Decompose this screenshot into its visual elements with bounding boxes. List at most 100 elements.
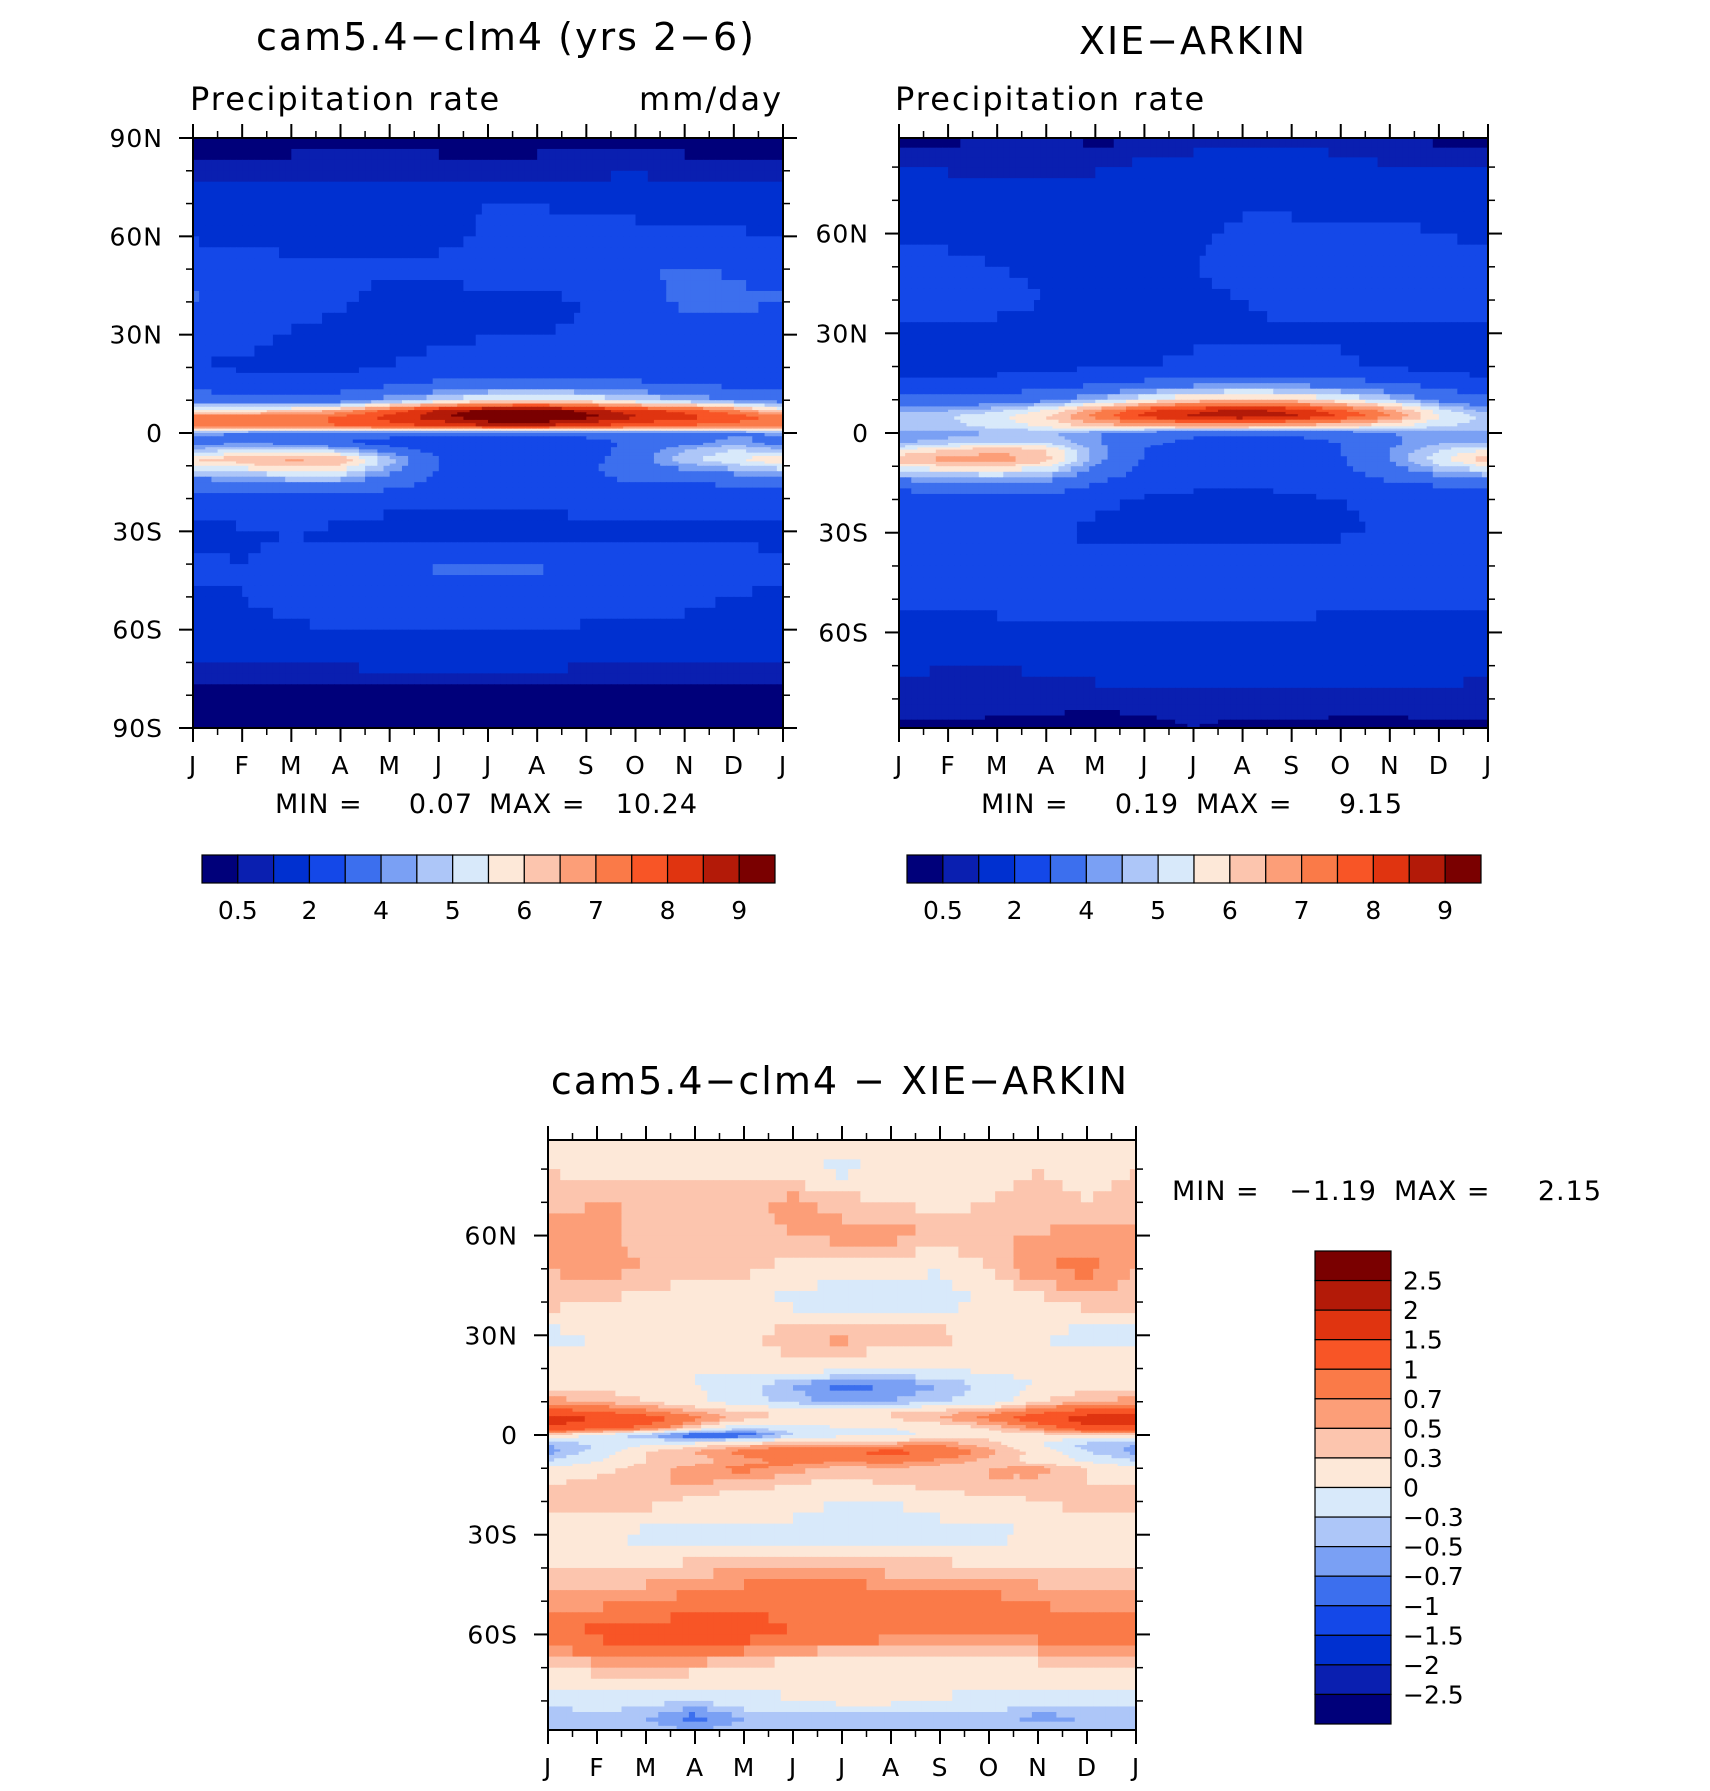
field-cell: [469, 367, 477, 374]
field-cell: [309, 138, 317, 150]
field-cell: [500, 236, 508, 248]
field-cell: [524, 148, 532, 161]
field-cell: [678, 367, 686, 374]
field-cell: [365, 323, 372, 336]
field-cell: [414, 394, 421, 401]
field-cell: [420, 323, 428, 336]
field-cell: [236, 345, 243, 358]
field-cell: [408, 148, 415, 161]
field-cell: [574, 170, 581, 183]
field-cell: [291, 192, 299, 205]
field-cell: [242, 258, 249, 270]
field-cell: [629, 138, 637, 150]
field-cell: [223, 301, 231, 314]
field-cell: [297, 345, 305, 358]
field-cell: [193, 334, 200, 347]
field-cell: [432, 225, 440, 237]
field-cell: [309, 269, 317, 281]
field-cell: [512, 280, 520, 292]
field-cell: [457, 258, 465, 270]
field-cell: [223, 148, 231, 161]
field-cell: [715, 181, 723, 194]
field-cell: [586, 301, 594, 314]
field-cell: [617, 378, 624, 385]
field-cell: [604, 334, 612, 347]
field-cell: [223, 394, 231, 401]
field-cell: [205, 312, 213, 325]
field-cell: [494, 159, 501, 172]
field-cell: [457, 356, 465, 369]
field-cell: [217, 181, 225, 194]
field-cell: [358, 378, 366, 385]
field-cell: [469, 394, 477, 401]
field-cell: [666, 372, 673, 379]
field-cell: [420, 280, 428, 292]
field-cell: [709, 192, 716, 205]
field-cell: [574, 372, 581, 379]
field-cell: [199, 290, 206, 303]
field-cell: [543, 214, 551, 227]
field-cell: [414, 280, 421, 292]
field-cell: [414, 181, 421, 194]
field-cell: [260, 312, 268, 325]
field-cell: [531, 148, 538, 161]
field-cell: [260, 323, 268, 336]
field-cell: [469, 323, 477, 336]
field-cell: [438, 367, 446, 374]
field-cell: [703, 138, 710, 150]
field-cell: [524, 465, 532, 472]
field-cell: [586, 247, 594, 259]
field-cell: [199, 138, 206, 150]
field-cell: [322, 138, 329, 150]
field-cell: [242, 247, 249, 259]
field-cell: [641, 323, 649, 336]
field-cell: [549, 247, 557, 259]
field-cell: [531, 301, 538, 314]
field-cell: [469, 148, 477, 161]
field-cell: [684, 258, 692, 270]
field-cell: [211, 236, 219, 248]
field-cell: [586, 269, 594, 281]
field-cell: [684, 465, 692, 472]
field-cell: [727, 203, 735, 216]
field-cell: [574, 367, 581, 374]
field-cell: [291, 290, 299, 303]
field-cell: [733, 192, 741, 205]
field-cell: [346, 345, 354, 358]
field-cell: [715, 367, 723, 374]
field-cell: [377, 203, 385, 216]
field-cell: [285, 138, 292, 150]
field-cell: [727, 383, 735, 390]
field-cell: [666, 269, 673, 281]
field-cell: [383, 192, 391, 205]
field-cell: [739, 159, 747, 172]
field-cell: [696, 148, 704, 161]
field-cell: [334, 148, 342, 161]
field-cell: [328, 247, 335, 259]
field-cell: [463, 192, 471, 205]
field-cell: [518, 465, 526, 472]
field-cell: [488, 334, 495, 347]
field-cell: [451, 378, 458, 385]
field-cell: [512, 334, 520, 347]
field-cell: [506, 203, 514, 216]
field-cell: [555, 378, 563, 385]
field-cell: [561, 258, 569, 270]
field-cell: [678, 345, 686, 358]
field-cell: [752, 192, 760, 205]
field-cell: [770, 159, 778, 172]
field-cell: [580, 181, 587, 194]
field-cell: [285, 334, 292, 347]
field-cell: [248, 269, 256, 281]
field-cell: [408, 367, 415, 374]
field-cell: [377, 345, 385, 358]
field-cell: [266, 214, 274, 227]
field-cell: [205, 280, 213, 292]
field-cell: [211, 225, 219, 237]
field-cell: [199, 301, 206, 314]
field-cell: [604, 301, 612, 314]
field-cell: [647, 225, 655, 237]
field-cell: [500, 181, 508, 194]
field-cell: [297, 394, 305, 401]
field-cell: [715, 323, 723, 336]
